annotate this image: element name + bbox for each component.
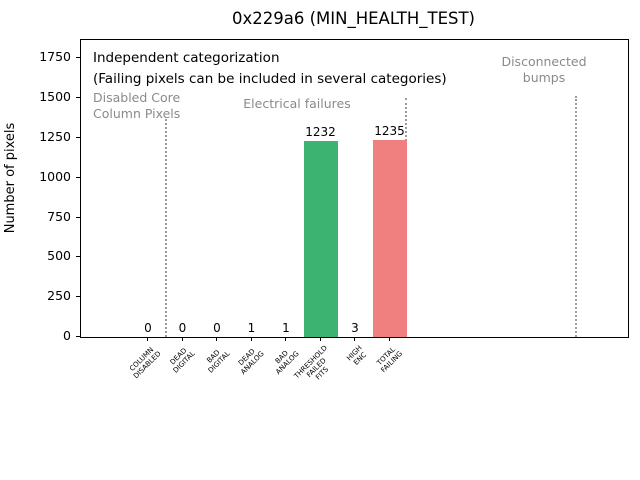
y-tick-label: 0 bbox=[63, 328, 71, 343]
bar bbox=[303, 140, 338, 337]
x-tick-label: TOTAL FAILING bbox=[375, 345, 404, 375]
y-tick-label: 500 bbox=[47, 248, 71, 264]
x-tick-label: DEAD ANALOG bbox=[237, 347, 266, 377]
y-tick-label: 1250 bbox=[39, 128, 71, 144]
bar-value-label: 1232 bbox=[305, 124, 336, 139]
y-tick-label: 1500 bbox=[39, 89, 71, 105]
x-tick-label: COLUMN DISABLED bbox=[127, 345, 163, 381]
x-tick-mark bbox=[250, 337, 252, 341]
plot-area: Independent categorization (Failing pixe… bbox=[80, 39, 629, 338]
x-tick-label: BAD DIGITAL bbox=[205, 348, 232, 375]
section-label: Disabled Core Column Pixels bbox=[93, 90, 181, 121]
y-tick-mark bbox=[76, 216, 80, 218]
bar-value-label: 3 bbox=[351, 320, 359, 335]
annotation-failing-pixels-note: (Failing pixels can be included in sever… bbox=[93, 71, 447, 87]
x-tick-mark bbox=[285, 337, 286, 341]
x-tick-mark bbox=[181, 337, 183, 341]
y-tick-label: 1750 bbox=[39, 49, 71, 65]
y-tick-mark bbox=[76, 296, 80, 298]
bar-value-label: 1 bbox=[282, 320, 290, 335]
x-tick-label: HIGH ENC bbox=[345, 344, 369, 367]
section-divider bbox=[574, 96, 577, 337]
y-tick-mark bbox=[76, 256, 80, 258]
section-divider bbox=[165, 119, 167, 337]
x-tick-mark bbox=[147, 337, 148, 341]
x-tick-mark bbox=[216, 337, 217, 341]
x-tick-label: THRESHOLD FAILED FITS bbox=[292, 344, 331, 382]
section-label: Disconnected bumps bbox=[501, 54, 587, 85]
x-tick-label: DEAD DIGITAL bbox=[168, 346, 197, 375]
x-tick-mark bbox=[388, 337, 390, 341]
annotation-independent-categorization: Independent categorization bbox=[93, 50, 280, 66]
y-tick-mark bbox=[76, 57, 80, 59]
chart-title: 0x229a6 (MIN_HEALTH_TEST) bbox=[231, 9, 475, 28]
section-label: Electrical failures bbox=[243, 96, 351, 111]
bar-value-label: 1 bbox=[247, 320, 256, 335]
bar-value-label: 0 bbox=[178, 321, 187, 335]
y-tick-label: 250 bbox=[47, 288, 71, 304]
x-tick-mark bbox=[354, 337, 355, 341]
y-tick-mark bbox=[76, 336, 80, 337]
y-tick-mark bbox=[76, 136, 80, 138]
bar-value-label: 0 bbox=[144, 321, 152, 335]
bar bbox=[372, 140, 407, 337]
x-tick-mark bbox=[319, 337, 321, 341]
y-tick-mark bbox=[76, 97, 80, 99]
bar-value-label: 0 bbox=[213, 321, 221, 335]
y-tick-mark bbox=[76, 176, 80, 178]
y-tick-label: 1000 bbox=[39, 168, 71, 184]
bar-value-label: 1235 bbox=[374, 124, 405, 139]
y-tick-label: 750 bbox=[47, 208, 71, 224]
